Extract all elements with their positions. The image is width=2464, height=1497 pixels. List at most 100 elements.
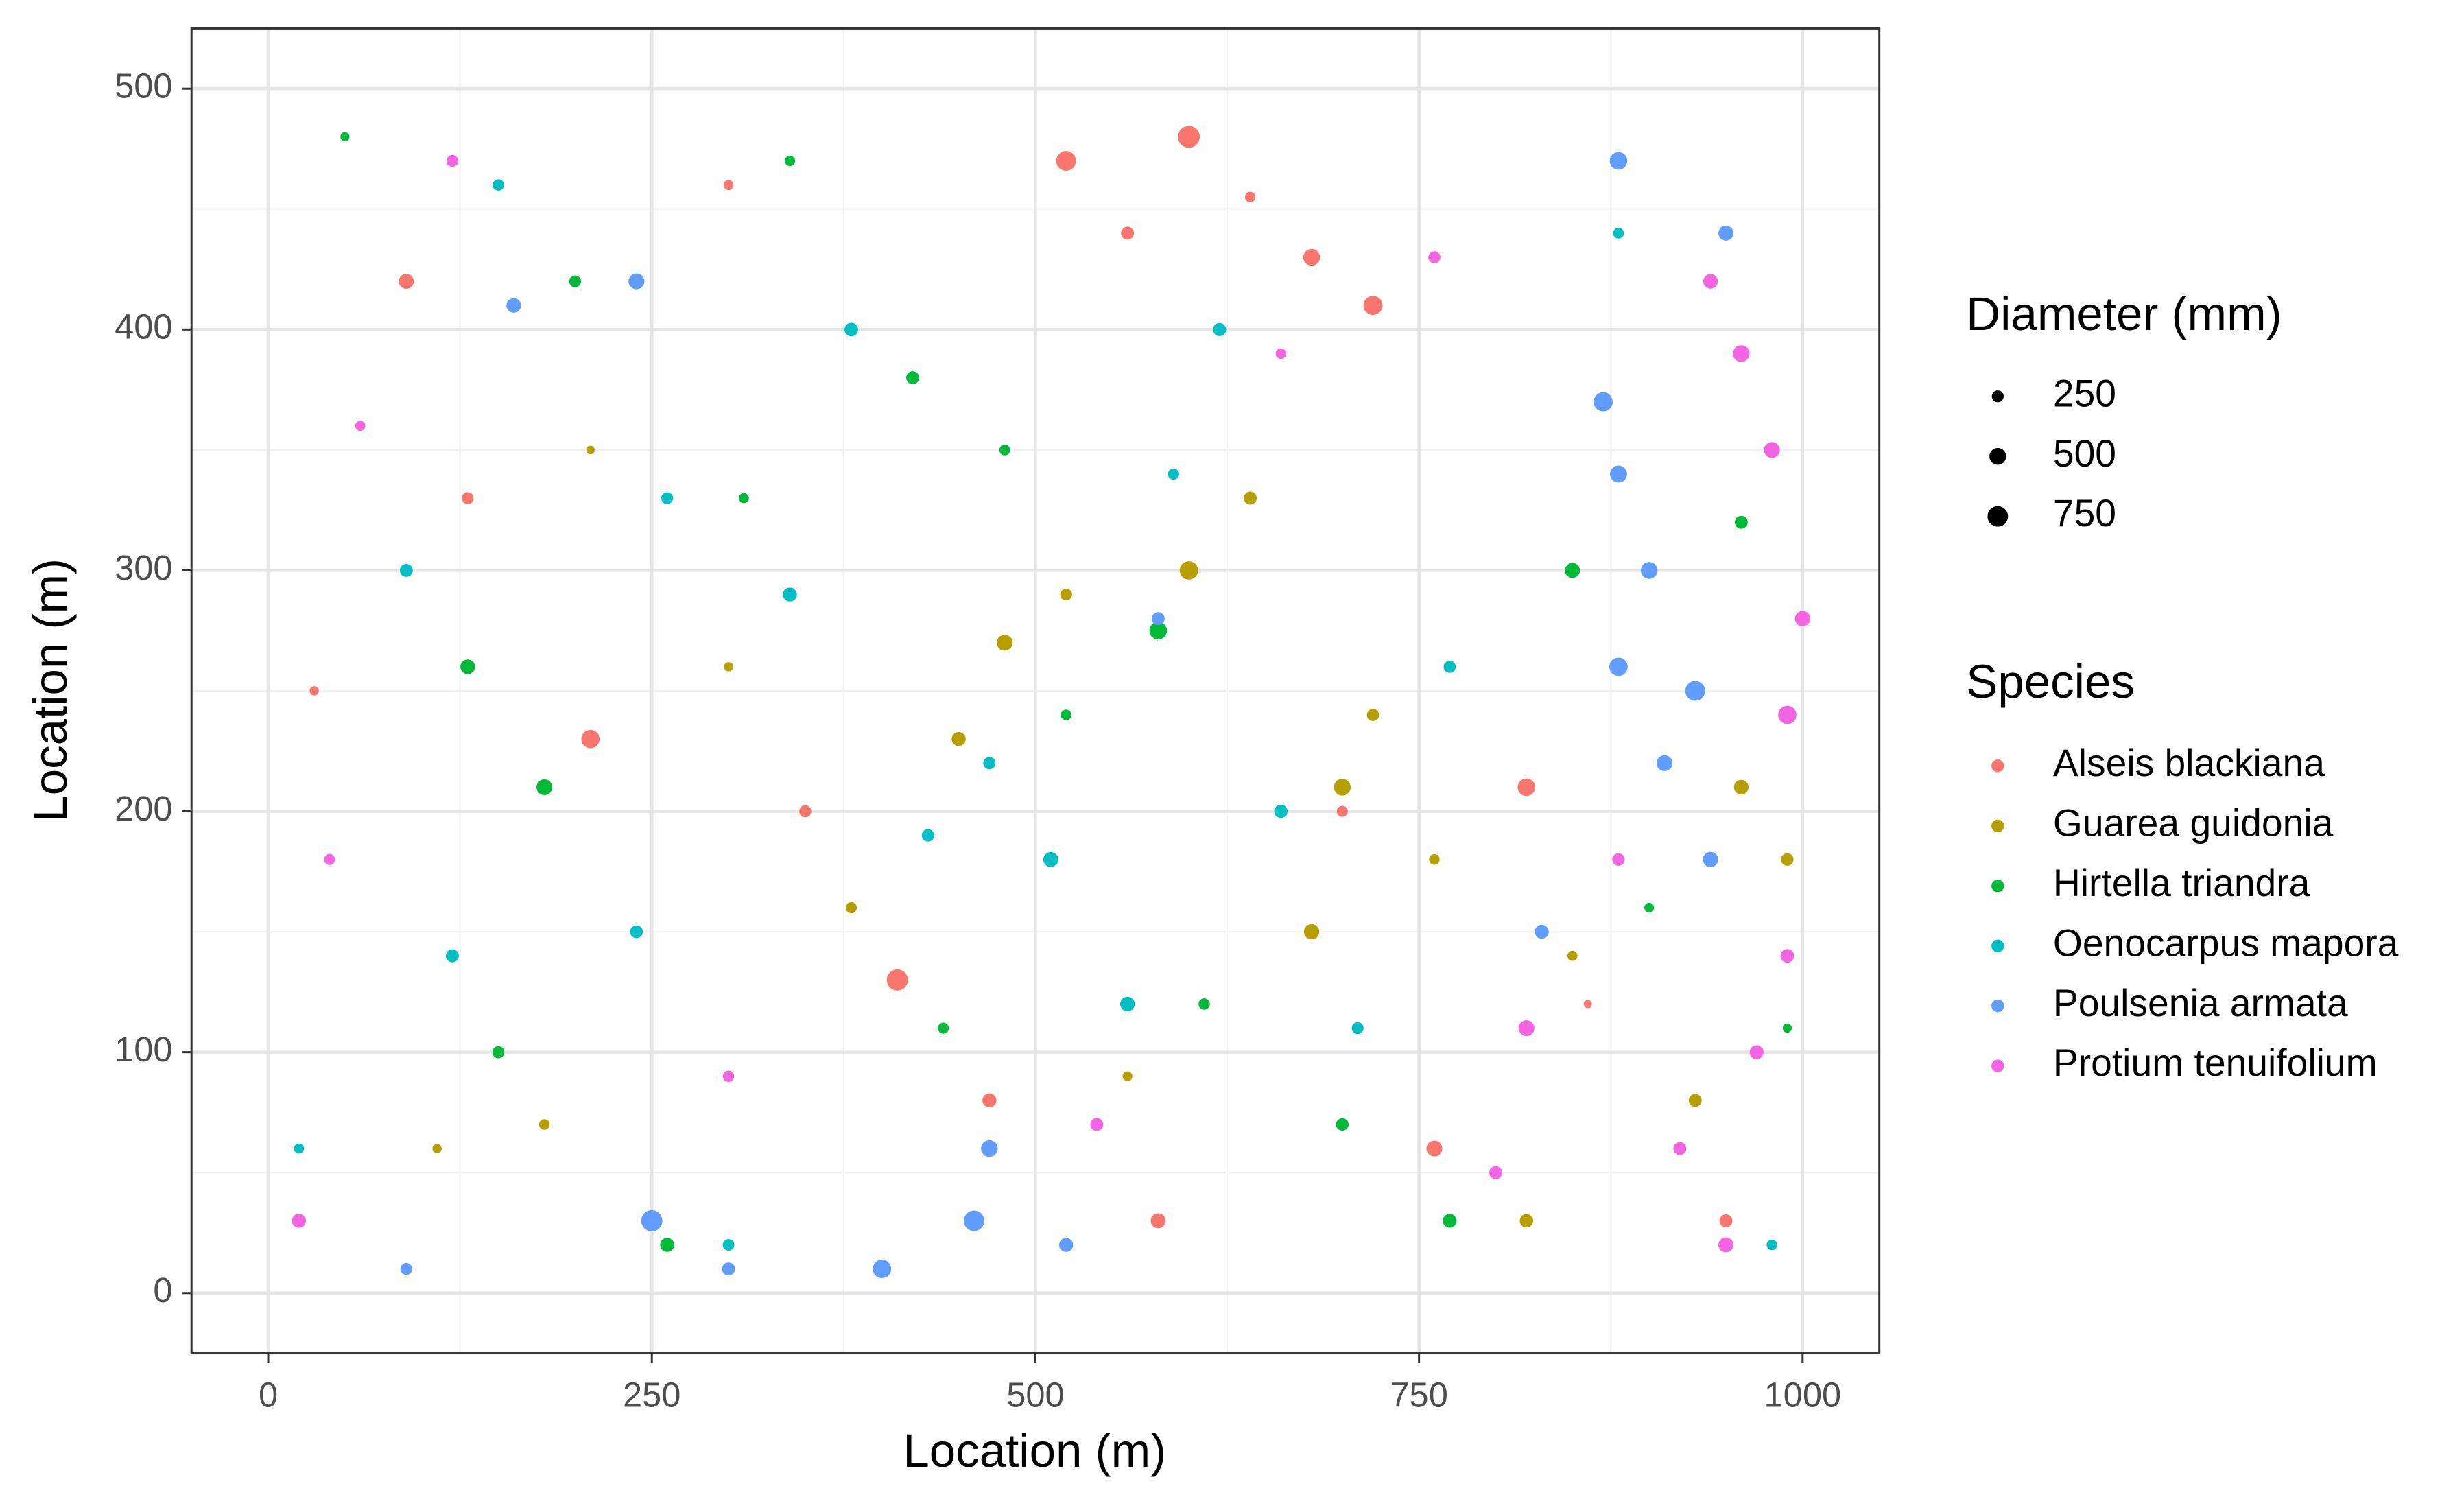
- point: [432, 1144, 442, 1153]
- x-tick-label: 0: [259, 1375, 278, 1414]
- point: [1567, 950, 1578, 961]
- color-legend-label: Alseis blackiana: [2053, 742, 2325, 784]
- color-legend-key: [1991, 880, 2004, 893]
- color-legend-label: Hirtella triandra: [2053, 862, 2310, 904]
- point: [492, 1046, 505, 1059]
- point: [355, 421, 366, 432]
- point: [1179, 561, 1198, 580]
- point: [1275, 348, 1287, 359]
- point: [445, 949, 459, 963]
- color-legend-key: [1991, 1059, 2004, 1072]
- y-axis-title: Location (m): [23, 558, 77, 822]
- point: [340, 132, 350, 142]
- point: [292, 1214, 306, 1228]
- point: [641, 1210, 663, 1231]
- point: [536, 779, 553, 796]
- size-legend-title: Diameter (mm): [1966, 287, 2282, 340]
- point: [1719, 1214, 1733, 1227]
- point: [1778, 705, 1797, 724]
- point: [1764, 442, 1780, 458]
- points: [292, 126, 1811, 1279]
- point: [460, 659, 475, 674]
- point: [1150, 1213, 1166, 1229]
- size-legend-key: [1987, 506, 2009, 527]
- point: [1703, 274, 1718, 289]
- size-legend-key: [1991, 390, 2004, 403]
- point: [586, 445, 595, 455]
- point: [400, 1263, 412, 1275]
- point: [844, 322, 858, 337]
- point: [783, 587, 797, 602]
- point: [1303, 248, 1320, 266]
- point: [982, 1093, 997, 1108]
- point: [399, 563, 413, 577]
- point: [1244, 191, 1256, 202]
- point: [1090, 1118, 1104, 1131]
- point: [1274, 804, 1288, 818]
- point: [569, 275, 582, 287]
- point: [1734, 515, 1748, 529]
- point: [661, 492, 674, 504]
- size-legend-label: 250: [2053, 372, 2116, 414]
- point: [1334, 779, 1351, 796]
- point: [981, 1140, 998, 1157]
- point: [1612, 853, 1625, 866]
- point: [1489, 1166, 1502, 1179]
- size-legend-label: 500: [2053, 432, 2116, 475]
- x-tick-label: 750: [1390, 1375, 1447, 1414]
- point: [1336, 1118, 1349, 1131]
- point: [1366, 709, 1379, 721]
- point: [1733, 779, 1749, 795]
- point: [921, 829, 934, 842]
- point: [1733, 345, 1750, 362]
- point: [294, 1143, 305, 1154]
- point: [1303, 923, 1320, 940]
- point: [1149, 622, 1168, 640]
- point: [1594, 392, 1613, 412]
- point: [1120, 996, 1135, 1012]
- point: [446, 154, 459, 167]
- point: [1122, 1071, 1133, 1081]
- point: [723, 180, 734, 190]
- point: [1061, 709, 1071, 720]
- point: [1535, 924, 1549, 939]
- point: [660, 1238, 674, 1252]
- point: [724, 662, 733, 672]
- point: [1058, 1238, 1074, 1252]
- color-legend-key: [1991, 999, 2004, 1013]
- point: [1517, 778, 1536, 797]
- point: [906, 371, 919, 384]
- point: [628, 273, 645, 290]
- point: [1443, 1214, 1457, 1228]
- x-axis-title: Location (m): [903, 1424, 1166, 1477]
- point: [493, 179, 504, 191]
- x-tick-label: 1000: [1764, 1375, 1842, 1414]
- point: [1609, 657, 1628, 676]
- point: [1673, 1142, 1687, 1155]
- point: [999, 444, 1010, 456]
- point: [722, 1239, 735, 1251]
- point: [1565, 563, 1580, 578]
- y-tick-label: 0: [153, 1271, 172, 1310]
- legend: 250 500 750 Alseis blackiana Guarea guidonia…: [1987, 372, 2399, 1084]
- ticks: 0 250 500 750 1000 0 100 200 300 400 500: [115, 67, 1841, 1415]
- point: [1363, 296, 1383, 316]
- point: [951, 732, 966, 746]
- color-legend-label: Poulsenia armata: [2053, 982, 2348, 1024]
- color-legend-key: [1991, 819, 2004, 832]
- point: [1656, 755, 1673, 771]
- point: [1056, 151, 1076, 171]
- point: [799, 805, 812, 818]
- point: [1043, 851, 1058, 867]
- point: [630, 925, 643, 939]
- color-legend-title: Species: [1966, 655, 2135, 708]
- point: [309, 686, 319, 696]
- point: [1168, 468, 1179, 480]
- point: [1244, 491, 1257, 505]
- y-tick-label: 300: [115, 548, 172, 587]
- point: [1781, 853, 1794, 866]
- point: [506, 298, 521, 313]
- point: [324, 853, 335, 865]
- x-tick-label: 250: [623, 1375, 680, 1414]
- point: [462, 492, 474, 504]
